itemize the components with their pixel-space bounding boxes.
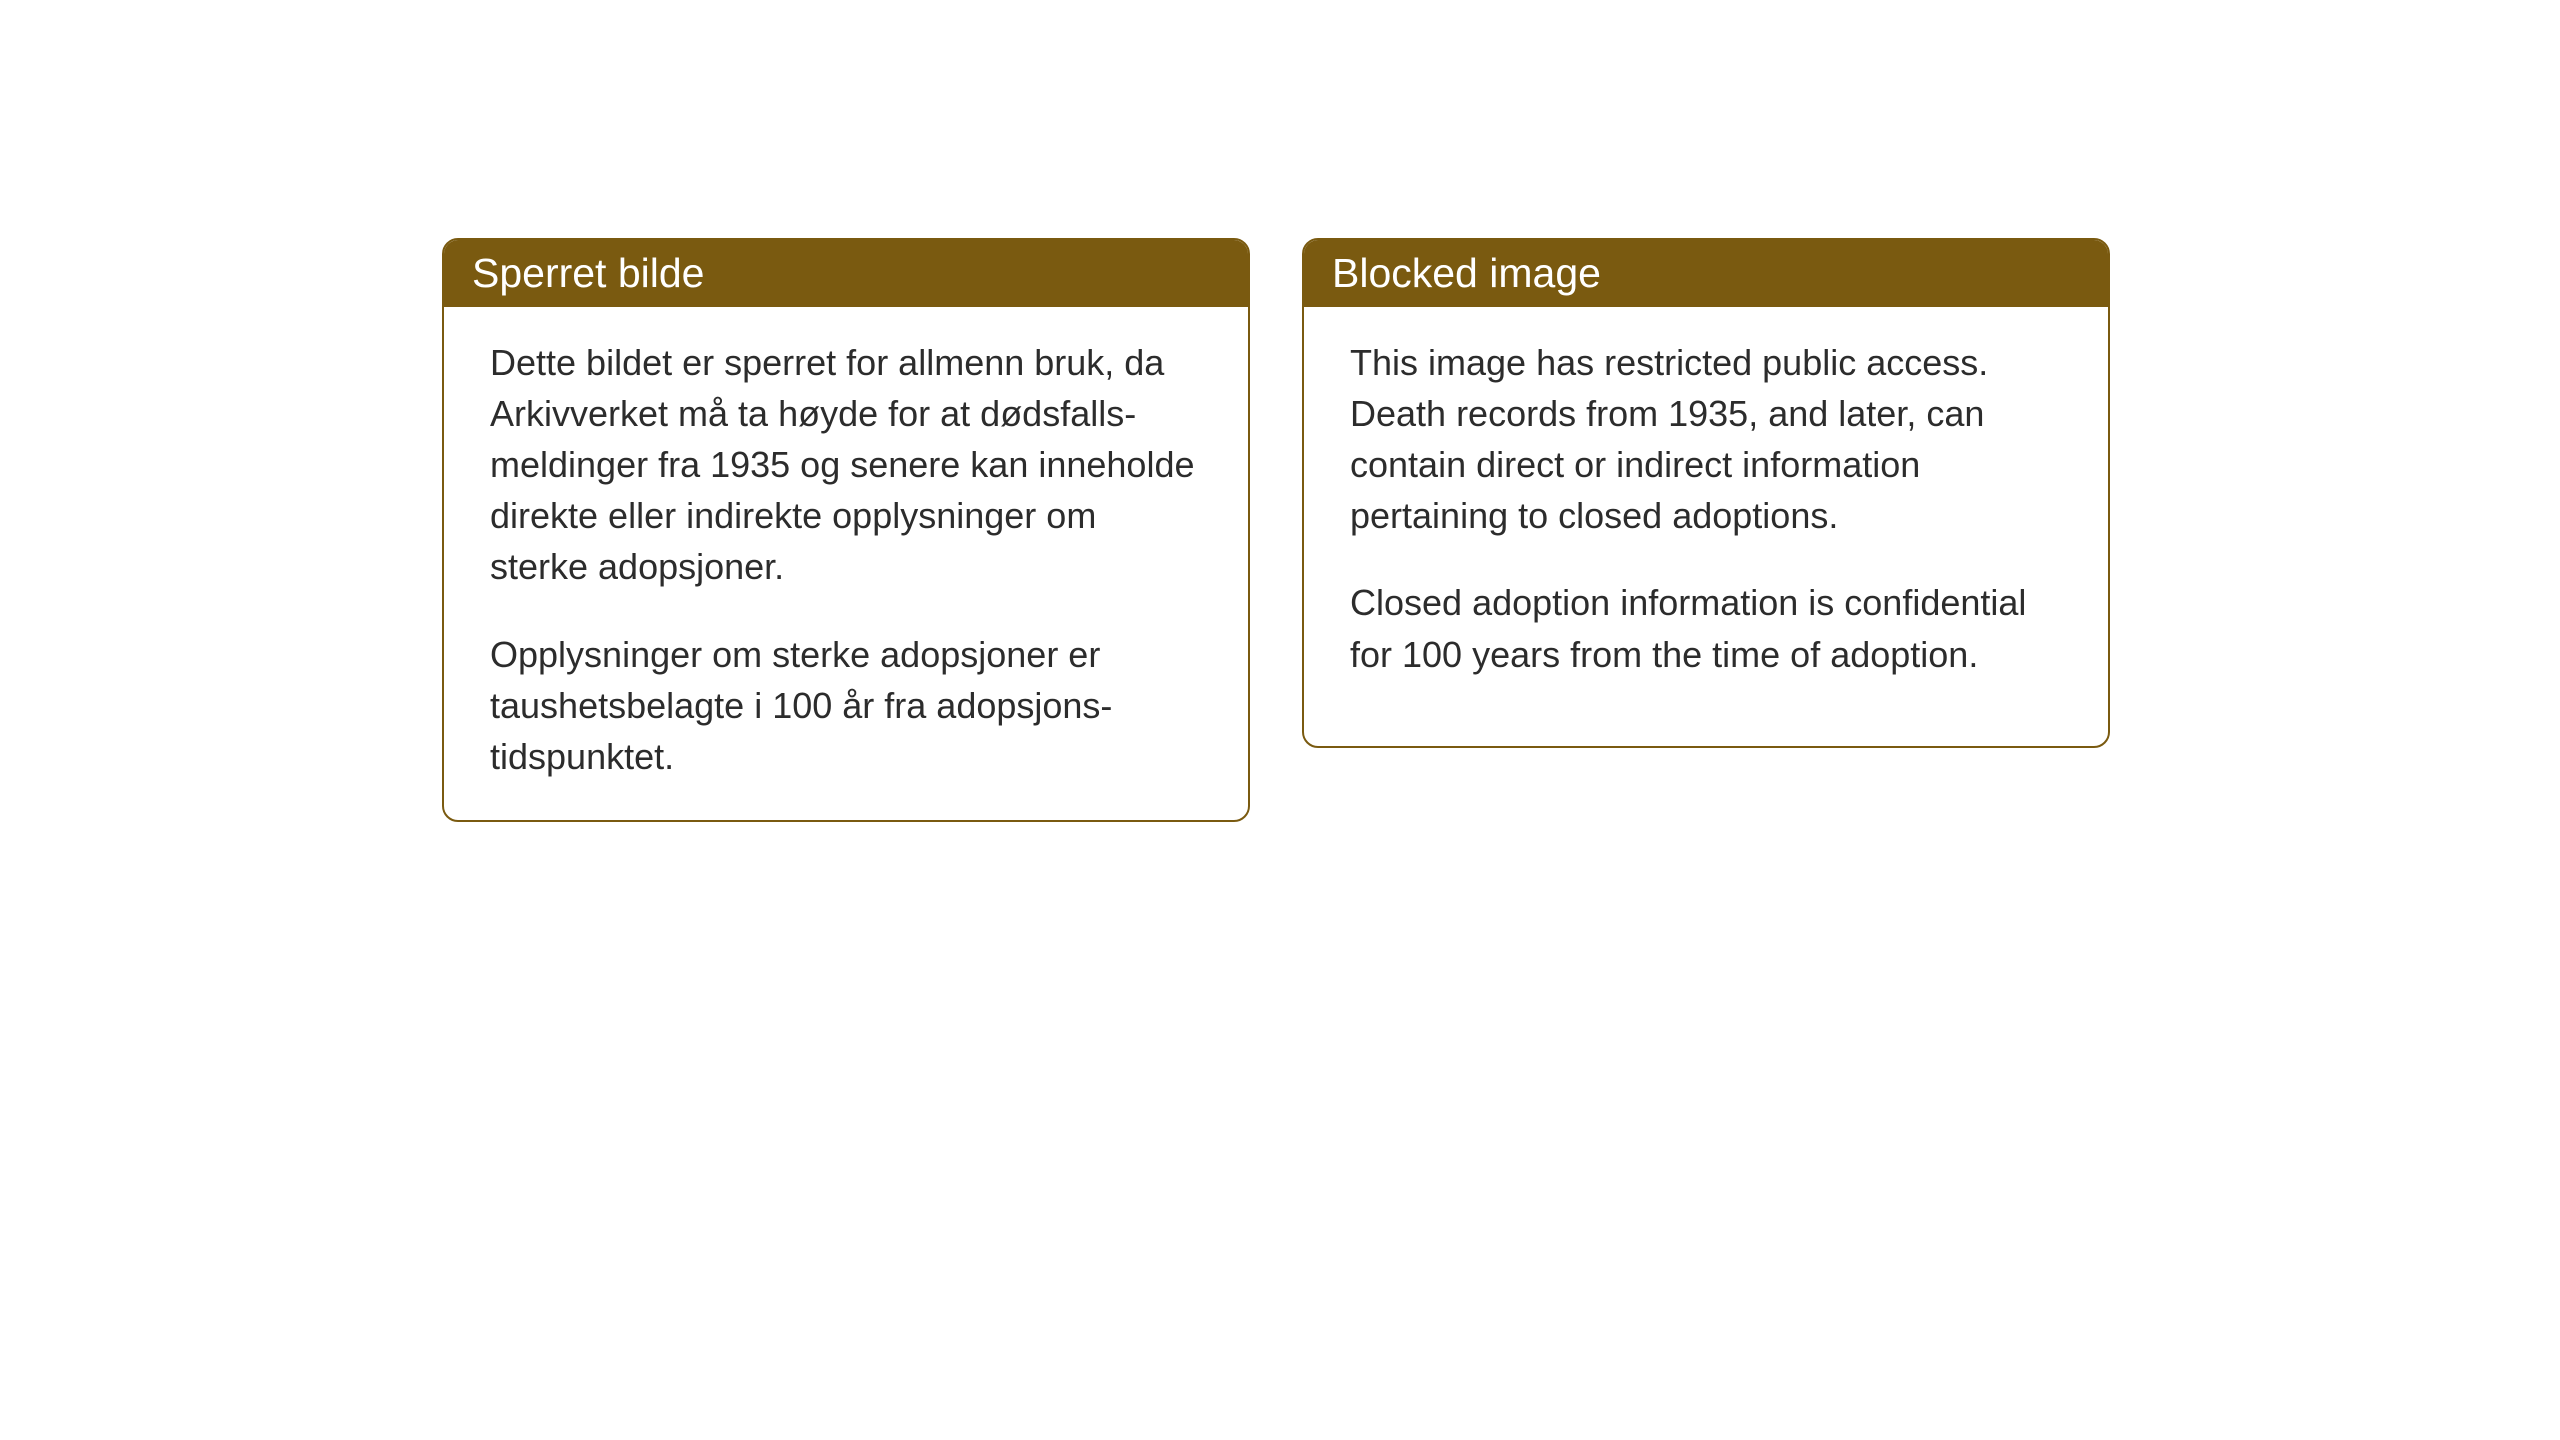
card-header: Sperret bilde bbox=[444, 240, 1248, 307]
card-paragraph-1: This image has restricted public access.… bbox=[1350, 337, 2062, 541]
notice-container: Sperret bilde Dette bildet er sperret fo… bbox=[442, 238, 2110, 822]
card-paragraph-2: Closed adoption information is confident… bbox=[1350, 577, 2062, 679]
card-paragraph-2: Opplysninger om sterke adopsjoner er tau… bbox=[490, 629, 1202, 782]
card-body: This image has restricted public access.… bbox=[1304, 307, 2108, 718]
card-title: Blocked image bbox=[1332, 250, 1601, 296]
card-paragraph-1: Dette bildet er sperret for allmenn bruk… bbox=[490, 337, 1202, 593]
card-header: Blocked image bbox=[1304, 240, 2108, 307]
notice-card-english: Blocked image This image has restricted … bbox=[1302, 238, 2110, 748]
card-title: Sperret bilde bbox=[472, 250, 704, 296]
card-body: Dette bildet er sperret for allmenn bruk… bbox=[444, 307, 1248, 820]
notice-card-norwegian: Sperret bilde Dette bildet er sperret fo… bbox=[442, 238, 1250, 822]
